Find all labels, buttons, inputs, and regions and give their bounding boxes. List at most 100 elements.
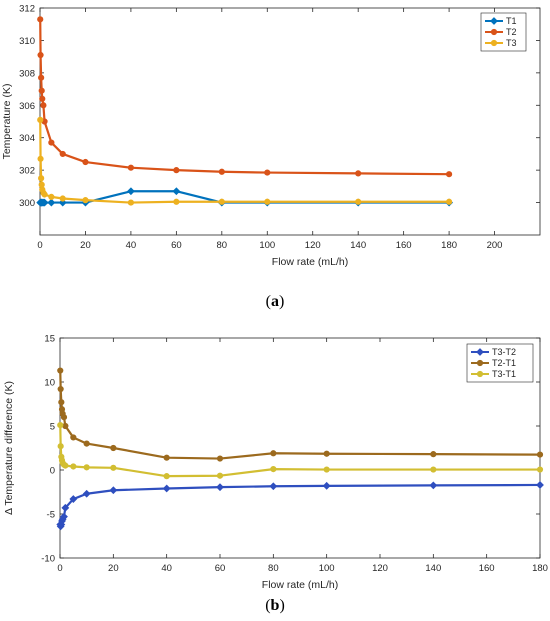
chart-b-series-t3-t1-point: [216, 472, 224, 479]
chart-b-series-t2-t1-point: [430, 451, 437, 458]
chart-a-legend-label: T1: [506, 16, 517, 26]
caption-b-letter: b: [270, 597, 280, 614]
chart-a-x-tick-label: 160: [396, 240, 412, 251]
chart-b-series-t3-t2-point: [429, 481, 438, 490]
chart-a-y-tick-label: 302: [19, 166, 35, 177]
chart-b-series-t2-t1-point: [83, 440, 90, 447]
chart-b-series-t2-t1-point: [536, 451, 544, 458]
chart-b-series-t2-t1-point: [58, 399, 65, 406]
chart-a-series-t2-point: [48, 139, 55, 146]
chart-a-series-t1-point: [127, 187, 135, 196]
chart-b-series-t3-t1-point: [536, 466, 544, 473]
chart-a-x-tick-label: 180: [441, 240, 457, 251]
chart-a-series-t1-point: [47, 198, 56, 207]
chart-b-x-tick-label: 180: [532, 563, 548, 574]
chart-a-y-tick-label: 312: [19, 4, 35, 15]
chart-a-x-tick-label: 140: [350, 240, 366, 251]
chart-b-x-tick-label: 20: [108, 563, 119, 574]
chart-b-series-t3-t2-point: [162, 484, 171, 493]
chart-b-x-tick-label: 160: [479, 563, 495, 574]
chart-b-plot: 0 20 40 60 80 100 120 140 160 180 -10 -5 0 5 10 15 Flow …: [3, 334, 548, 592]
chart-b-series-t2-t1-point: [57, 385, 64, 393]
chart-a-y-tick-label: 300: [19, 198, 35, 209]
chart-a-series-t2-point: [37, 16, 44, 23]
chart-a-series-t3-point: [41, 191, 48, 198]
chart-a-series-t2-point: [40, 102, 47, 109]
chart-a-series-t3-point: [48, 193, 55, 200]
chart-b-x-tick-label: 120: [372, 563, 388, 574]
chart-b-legend-swatch-marker: [476, 359, 484, 367]
caption-a: (a): [265, 293, 285, 310]
chart-b-series-t3-t2-point: [60, 512, 68, 521]
chart-a-x-tick-label: 0: [37, 240, 42, 251]
chart-a-series-t3-point: [82, 197, 89, 204]
chart-b-series-t3-t1-point: [57, 422, 64, 429]
chart-b-series-t3-t1-point: [57, 443, 64, 450]
chart-b-y-tick-label: -10: [41, 554, 55, 565]
chart-a-series-t3-point: [38, 175, 45, 182]
chart-b-y-tick-label: 5: [50, 422, 55, 433]
chart-a-series-t3-point: [173, 198, 180, 205]
chart-a-x-tick-label: 120: [305, 240, 321, 251]
chart-a-series-t2-point: [39, 95, 46, 102]
chart-a-y-tick-label: 304: [19, 133, 35, 144]
chart-b-x-tick-label: 80: [268, 563, 279, 574]
caption-a-letter: a: [271, 293, 279, 310]
chart-b-series-t3-t1-point: [110, 464, 117, 471]
chart-a-series-t1-point: [40, 198, 49, 207]
chart-a-series-t3-point: [37, 116, 44, 123]
chart-a-series-t2-point: [264, 169, 271, 176]
chart-b-y-tick-label: -5: [47, 510, 55, 521]
chart-a-legend-label: T3: [506, 38, 517, 48]
chart-a-series-t3-point: [445, 198, 453, 205]
chart-a-series-t3-point: [37, 155, 44, 162]
chart-b-series-t3-t1-point: [83, 464, 90, 471]
chart-a-axes-box: [39, 7, 541, 236]
chart-a-plot: 0 20 40 60 80 100 120 140 160 180 200 300 302 304 306 3…: [1, 4, 541, 268]
chart-a-series-t2-point: [127, 164, 135, 171]
chart-a-legend-swatch-marker: [490, 28, 498, 36]
chart-b-legend-swatch-marker: [476, 370, 484, 378]
chart-b-series-t2-t1-point: [60, 414, 68, 421]
chart-b-series-t2-t1-point: [163, 454, 170, 461]
chart-b-series-t3-t1-point: [163, 473, 170, 480]
chart-a-x-tick-label: 80: [217, 240, 228, 251]
chart-b-series-t2-t1-point: [323, 450, 330, 457]
chart-b-legend-label: T3-T1: [492, 369, 516, 379]
chart-b-series-t3-t2-point: [536, 481, 544, 489]
chart-b-series-t2-t1-point: [57, 367, 64, 374]
chart-b-x-axis-label: Flow rate (mL/h): [262, 579, 338, 591]
chart-b-series-t3-t2-point: [269, 482, 278, 491]
chart-b-legend-label: T2-T1: [492, 358, 516, 368]
chart-b-x-tick-label: 60: [215, 563, 226, 574]
chart-a-legend-label: T2: [506, 27, 517, 37]
chart-a-x-tick-label: 20: [80, 240, 91, 251]
chart-b-y-axis-label: Δ Temperature difference (K): [3, 381, 15, 515]
chart-b: 0 20 40 60 80 100 120 140 160 180 -10 -5 0 5 10 15 Flow …: [3, 334, 548, 592]
chart-b-x-tick-label: 0: [57, 563, 62, 574]
chart-a-y-tick-label: 310: [19, 36, 35, 47]
chart-a-y-axis-label: Temperature (K): [1, 84, 13, 160]
chart-b-series-t2-t1-line: [59, 370, 541, 460]
chart-b-series-t3-t1-point: [70, 463, 77, 470]
chart-b-series-t2-t1-point: [110, 444, 117, 452]
chart-a-series-t3-point: [355, 198, 362, 205]
chart-a-legend-swatch-marker: [490, 17, 498, 25]
chart-b-legend-swatch-marker: [476, 348, 484, 356]
chart-b-series-t3-t2-point: [82, 489, 91, 498]
chart-a-series-t2-point: [37, 51, 44, 59]
chart-b-series-t3-t1-point: [430, 466, 437, 473]
chart-b-series-t3-t1-point: [323, 466, 330, 473]
chart-b-series-t2-t1-point: [70, 434, 77, 441]
chart-a-series-t3-point: [127, 199, 135, 206]
chart-a-series-t2-point: [355, 170, 362, 177]
chart-a-series-t2-point: [59, 150, 66, 158]
chart-a-series-t3-point: [59, 195, 66, 202]
chart-a-series-t1-point: [172, 187, 181, 196]
chart-b-series-t3-t2-point: [61, 503, 70, 512]
chart-a-x-tick-label: 40: [126, 240, 137, 251]
chart-a-series-t3-point: [264, 198, 271, 205]
chart-b-series-t2-t1-point: [270, 450, 277, 457]
chart-b-axes-box: [59, 337, 541, 559]
chart-a-series-t3-line: [39, 119, 450, 204]
